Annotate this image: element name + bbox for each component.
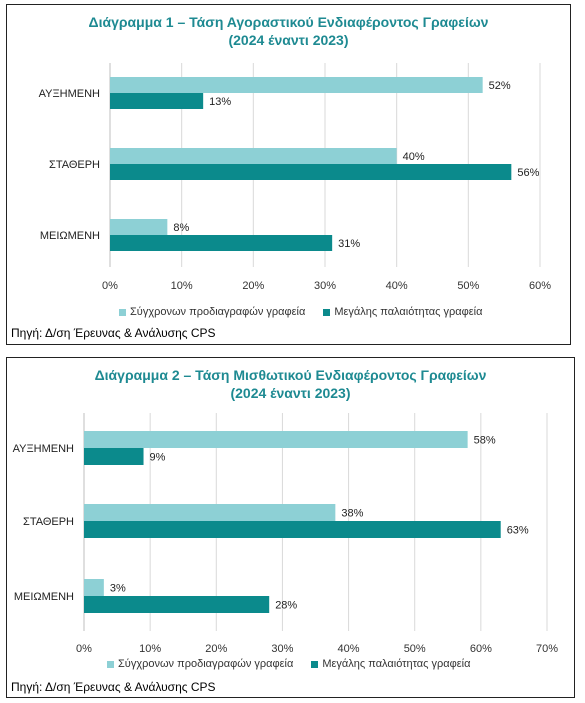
x-tick-label: 40% (386, 280, 408, 292)
category-label: ΜΕΙΩΜΕΝΗ (14, 591, 74, 603)
data-label: 52% (489, 80, 511, 92)
bar-old-0 (84, 448, 144, 465)
category-label: ΣΤΑΘΕΡΗ (49, 159, 100, 171)
data-label: 56% (517, 167, 539, 179)
data-label: 28% (275, 600, 297, 612)
x-tick-label: 70% (536, 643, 558, 655)
x-tick-label: 50% (404, 643, 426, 655)
chart-legend: Σύγχρονων προδιαγραφών γραφεία Μεγάλης π… (119, 306, 482, 318)
x-tick-label: 20% (242, 280, 264, 292)
chart-title: Διάγραμμα 2 – Τάση Μισθωτικού Ενδιαφέρον… (94, 367, 487, 383)
bar-modern-1 (110, 148, 397, 164)
bar-modern-1 (84, 504, 336, 521)
data-label: 40% (403, 151, 425, 163)
legend-swatch (323, 308, 331, 316)
chart-subtitle: (2024 έναντι 2023) (230, 385, 351, 401)
legend-swatch (311, 660, 319, 668)
x-tick-label: 0% (102, 280, 118, 292)
bar-modern-0 (110, 77, 483, 93)
data-label: 8% (173, 222, 189, 234)
chart-subtitle: (2024 έναντι 2023) (228, 32, 349, 48)
data-label: 38% (341, 508, 363, 520)
data-label: 9% (150, 452, 166, 464)
x-tick-label: 30% (271, 643, 293, 655)
x-tick-label: 10% (171, 280, 193, 292)
bar-old-0 (110, 93, 204, 109)
legend-item-series-1: Σύγχρονων προδιαγραφών γραφεία (107, 658, 293, 670)
legend-item-series-1: Σύγχρονων προδιαγραφών γραφεία (119, 306, 305, 318)
chart-legend: Σύγχρονων προδιαγραφών γραφεία Μεγάλης π… (107, 658, 470, 670)
data-label: 13% (209, 96, 231, 108)
x-tick-label: 30% (314, 280, 336, 292)
legend-label: Μεγάλης παλαιότητας γραφεία (322, 658, 471, 670)
bar-old-2 (110, 235, 333, 251)
category-label: ΜΕΙΩΜΕΝΗ (40, 230, 100, 242)
legend-label: Σύγχρονων προδιαγραφών γραφεία (130, 306, 306, 318)
x-tick-label: 10% (139, 643, 161, 655)
source-note: Πηγή: Δ/ση Έρευνας & Ανάλυσης CPS (11, 326, 216, 340)
data-label: 63% (507, 525, 529, 537)
bar-modern-2 (110, 219, 168, 235)
data-label: 3% (110, 583, 126, 595)
legend-swatch (107, 660, 114, 668)
data-label: 58% (474, 435, 496, 447)
x-tick-label: 20% (205, 643, 227, 655)
legend-item-series-2: Μεγάλης παλαιότητας γραφεία (311, 658, 470, 670)
chart-panel-2: Διάγραμμα 2 – Τάση Μισθωτικού Ενδιαφέρον… (6, 357, 575, 698)
bar-old-1 (84, 521, 501, 538)
x-tick-label: 60% (529, 280, 551, 292)
chart-panel-1: Διάγραμμα 1 – Τάση Αγοραστικού Ενδιαφέρο… (6, 4, 571, 345)
x-tick-label: 40% (338, 643, 360, 655)
x-tick-label: 50% (457, 280, 479, 292)
data-label: 31% (338, 238, 360, 250)
x-tick-label: 60% (470, 643, 492, 655)
category-label: ΣΤΑΘΕΡΗ (23, 516, 74, 528)
chart-title: Διάγραμμα 1 – Τάση Αγοραστικού Ενδιαφέρο… (88, 14, 489, 30)
source-note: Πηγή: Δ/ση Έρευνας & Ανάλυσης CPS (11, 680, 216, 694)
category-label: ΑΥΞΗΜΕΝΗ (39, 88, 100, 100)
x-tick-label: 0% (76, 643, 92, 655)
legend-label: Σύγχρονων προδιαγραφών γραφεία (118, 658, 294, 670)
legend-item-series-2: Μεγάλης παλαιότητας γραφεία (323, 306, 482, 318)
legend-swatch (119, 308, 126, 316)
bar-chart-2: 0% 10% 20% 30% 40% 50% 60% 70% ΑΥΞΗΜΕΝΗ 58% 9% ΣΤΑΘ… (13, 413, 558, 655)
legend-label: Μεγάλης παλαιότητας γραφεία (334, 306, 483, 318)
bar-modern-0 (84, 431, 468, 448)
bar-old-1 (110, 164, 512, 180)
bar-modern-2 (84, 579, 104, 596)
category-label: ΑΥΞΗΜΕΝΗ (13, 443, 74, 455)
bar-chart-1: 0% 10% 20% 30% 40% 50% 60% ΑΥΞΗΜΕΝΗ 52% 13% ΣΤΑΘΕΡ… (39, 63, 551, 292)
bar-old-2 (84, 596, 270, 613)
